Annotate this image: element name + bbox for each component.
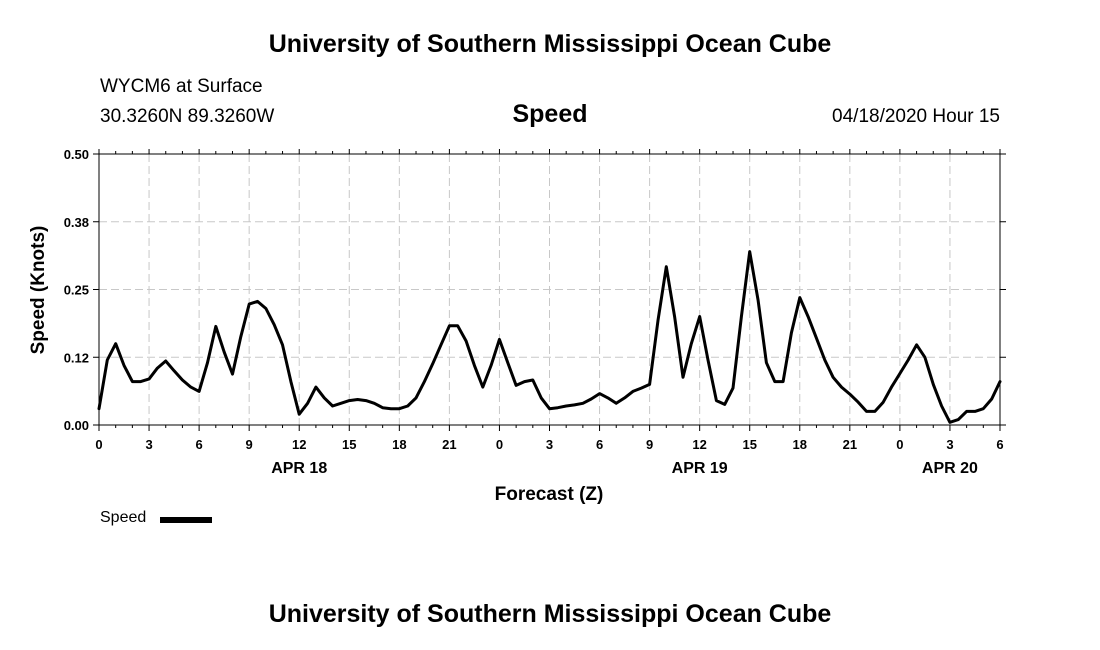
x-tick-label: 9 bbox=[246, 437, 253, 452]
series-layer bbox=[97, 250, 1002, 424]
page-title-top: University of Southern Mississippi Ocean… bbox=[268, 30, 832, 58]
x-tick-label: 15 bbox=[742, 437, 756, 452]
date-label: APR 18 bbox=[271, 460, 327, 477]
legend-label: Speed bbox=[100, 509, 147, 526]
date-label: APR 20 bbox=[922, 460, 978, 477]
y-axis-label: Speed (Knots) bbox=[28, 226, 49, 355]
tick-layer: 0.00 0.12 0.25 0.38 0.50 0 3 6 9 12 15 18 21 0 3 6 9 12 15… bbox=[64, 147, 1006, 477]
date-label: APR 19 bbox=[672, 460, 728, 477]
coordinates-label: 30.3260N 89.3260W bbox=[100, 106, 275, 127]
station-label: WYCM6 at Surface bbox=[100, 76, 263, 97]
x-tick-label: 9 bbox=[646, 437, 653, 452]
x-tick-label: 0 bbox=[896, 437, 903, 452]
x-tick-label: 3 bbox=[946, 437, 953, 452]
x-tick-label: 3 bbox=[145, 437, 152, 452]
speed-series-line bbox=[97, 250, 1002, 424]
x-tick-label: 18 bbox=[392, 437, 406, 452]
x-axis-label: Forecast (Z) bbox=[495, 484, 604, 505]
page-title-bottom: University of Southern Mississippi Ocean… bbox=[268, 600, 832, 628]
x-tick-label: 21 bbox=[843, 437, 857, 452]
x-tick-label: 6 bbox=[596, 437, 603, 452]
x-tick-label: 21 bbox=[442, 437, 456, 452]
x-tick-label: 15 bbox=[342, 437, 356, 452]
y-tick-label: 0.25 bbox=[64, 283, 89, 298]
forecast-datetime: 04/18/2020 Hour 15 bbox=[832, 106, 1000, 127]
y-tick-label: 0.38 bbox=[64, 215, 89, 230]
grid-layer bbox=[99, 154, 1000, 425]
x-tick-label: 6 bbox=[195, 437, 202, 452]
x-tick-label: 6 bbox=[996, 437, 1003, 452]
x-tick-label: 3 bbox=[546, 437, 553, 452]
x-tick-label: 0 bbox=[95, 437, 102, 452]
y-tick-label: 0.50 bbox=[64, 147, 89, 162]
legend-swatch bbox=[160, 517, 212, 523]
x-tick-label: 0 bbox=[496, 437, 503, 452]
x-tick-label: 12 bbox=[692, 437, 706, 452]
y-tick-label: 0.12 bbox=[64, 350, 89, 365]
x-tick-label: 12 bbox=[292, 437, 306, 452]
chart-title: Speed bbox=[512, 100, 588, 128]
y-tick-label: 0.00 bbox=[64, 418, 89, 433]
x-tick-label: 18 bbox=[793, 437, 807, 452]
